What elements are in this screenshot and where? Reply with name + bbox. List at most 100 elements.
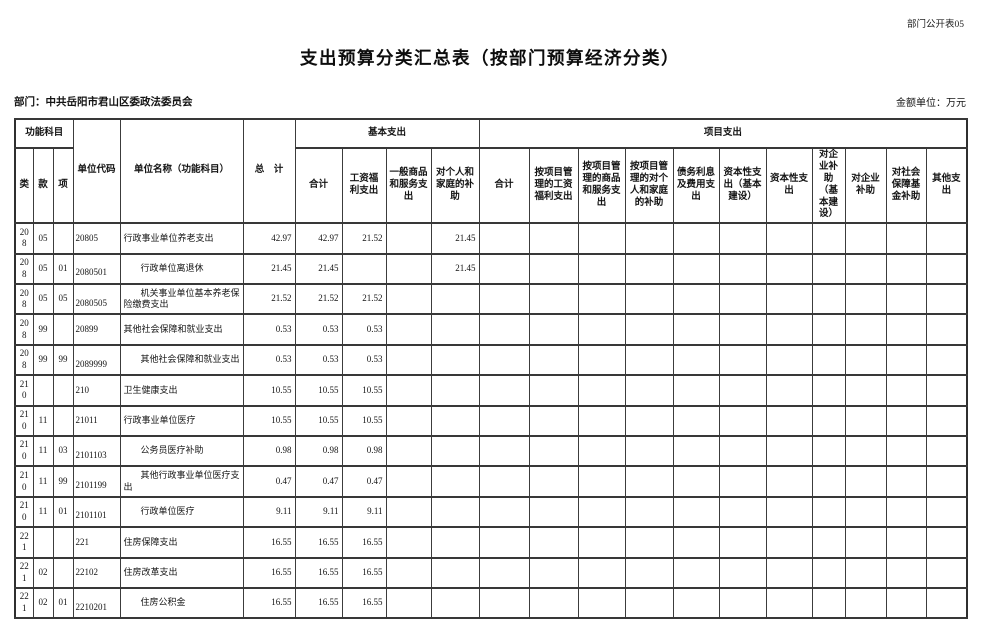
value-cell bbox=[577, 495, 626, 529]
value-cell bbox=[718, 222, 767, 255]
col-item-cell: 01 bbox=[52, 252, 74, 286]
value-cell bbox=[811, 586, 846, 620]
col-class-cell: 210 bbox=[14, 495, 34, 529]
subheader-project-6: 资本性支出 bbox=[765, 146, 813, 225]
value-cell: 21.45 bbox=[430, 252, 480, 286]
value-cell: 0.47 bbox=[341, 465, 387, 498]
subheader-project-1: 按项目管理的工资福利支出 bbox=[528, 146, 579, 225]
budget-table: 功能科目 单位代码 单位名称（功能科目） 总 计 基本支出 项目支出 类 款 项… bbox=[14, 117, 969, 620]
value-cell: 0.53 bbox=[294, 313, 343, 346]
doc-code-label: 部门公开表05 bbox=[906, 20, 964, 30]
value-cell bbox=[844, 404, 887, 437]
col-section-cell: 99 bbox=[32, 343, 54, 377]
value-cell bbox=[811, 495, 846, 529]
unit-name-cell: 行政单位医疗 bbox=[119, 495, 244, 529]
value-cell bbox=[528, 283, 579, 316]
value-cell bbox=[478, 465, 530, 498]
unit-code-cell: 22102 bbox=[72, 556, 121, 589]
value-cell bbox=[925, 252, 968, 286]
value-cell bbox=[528, 495, 579, 529]
col-class-cell: 208 bbox=[14, 222, 34, 255]
unit-name-cell: 住房改革支出 bbox=[119, 556, 244, 589]
subheader-basic-3: 对个人和家庭的补助 bbox=[430, 146, 480, 225]
value-cell bbox=[925, 526, 968, 559]
table-row: 208 05 20805 行政事业单位养老支出 42.97 42.97 21.52 21.45 bbox=[14, 222, 968, 255]
value-cell bbox=[577, 283, 626, 316]
value-cell bbox=[811, 404, 846, 437]
header-grand-total: 总 计 bbox=[242, 117, 296, 225]
subheader-project-7: 对企业补助（基本建设） bbox=[811, 146, 846, 225]
value-cell bbox=[672, 465, 720, 498]
unit-name-cell: 卫生健康支出 bbox=[119, 374, 244, 407]
table-row: 210 11 21011 行政事业单位医疗 10.55 10.55 10.55 bbox=[14, 404, 968, 437]
value-cell: 16.55 bbox=[294, 586, 343, 620]
value-cell bbox=[385, 526, 432, 559]
value-cell bbox=[811, 526, 846, 559]
value-cell bbox=[844, 283, 887, 316]
value-cell bbox=[528, 465, 579, 498]
value-cell bbox=[925, 434, 968, 468]
value-cell bbox=[385, 404, 432, 437]
value-cell bbox=[718, 586, 767, 620]
value-cell bbox=[765, 313, 813, 346]
col-class-cell: 208 bbox=[14, 313, 34, 346]
value-cell bbox=[528, 374, 579, 407]
col-section-cell: 11 bbox=[32, 404, 54, 437]
value-cell bbox=[385, 343, 432, 377]
col-item-cell bbox=[52, 313, 74, 346]
unit-name-cell: 机关事业单位基本养老保险缴费支出 bbox=[119, 283, 244, 316]
value-cell bbox=[672, 283, 720, 316]
value-cell bbox=[478, 586, 530, 620]
value-cell bbox=[577, 434, 626, 468]
value-cell bbox=[811, 556, 846, 589]
value-cell bbox=[577, 586, 626, 620]
col-section-cell: 11 bbox=[32, 495, 54, 529]
value-cell: 10.55 bbox=[242, 374, 296, 407]
table-row: 208 99 99 2089999 其他社会保障和就业支出 0.53 0.53 0.53 bbox=[14, 343, 968, 377]
value-cell: 16.55 bbox=[242, 556, 296, 589]
value-cell bbox=[672, 222, 720, 255]
department-label: 部门：中共岳阳市君山区委政法委员会 bbox=[14, 97, 193, 108]
value-cell bbox=[811, 465, 846, 498]
subheader-basic-1: 工资福利支出 bbox=[341, 146, 387, 225]
value-cell: 21.45 bbox=[242, 252, 296, 286]
value-cell: 10.55 bbox=[294, 404, 343, 437]
value-cell bbox=[844, 374, 887, 407]
value-cell bbox=[925, 283, 968, 316]
value-cell bbox=[925, 465, 968, 498]
value-cell: 21.45 bbox=[294, 252, 343, 286]
subheader-project-8: 对企业补助 bbox=[844, 146, 887, 225]
value-cell: 16.55 bbox=[341, 526, 387, 559]
col-item-cell: 99 bbox=[52, 465, 74, 498]
value-cell bbox=[811, 343, 846, 377]
value-cell bbox=[385, 586, 432, 620]
value-cell bbox=[765, 222, 813, 255]
value-cell bbox=[430, 343, 480, 377]
table-row: 210 11 01 2101101 行政单位医疗 9.11 9.11 9.11 bbox=[14, 495, 968, 529]
value-cell bbox=[672, 526, 720, 559]
value-cell bbox=[577, 343, 626, 377]
value-cell bbox=[624, 526, 674, 559]
table-row: 208 05 01 2080501 行政单位离退休 21.45 21.45 21.45 bbox=[14, 252, 968, 286]
value-cell bbox=[385, 313, 432, 346]
subheader-project-10: 其他支出 bbox=[925, 146, 968, 225]
col-class-cell: 221 bbox=[14, 586, 34, 620]
value-cell bbox=[528, 222, 579, 255]
value-cell bbox=[624, 252, 674, 286]
unit-name-cell: 其他社会保障和就业支出 bbox=[119, 343, 244, 377]
value-cell: 21.45 bbox=[430, 222, 480, 255]
col-class-cell: 208 bbox=[14, 283, 34, 316]
value-cell bbox=[672, 313, 720, 346]
value-cell: 0.53 bbox=[242, 313, 296, 346]
value-cell bbox=[765, 465, 813, 498]
value-cell bbox=[624, 495, 674, 529]
value-cell bbox=[885, 343, 927, 377]
value-cell bbox=[624, 465, 674, 498]
col-item-cell bbox=[52, 222, 74, 255]
value-cell: 16.55 bbox=[341, 556, 387, 589]
value-cell bbox=[885, 283, 927, 316]
value-cell: 10.55 bbox=[294, 374, 343, 407]
value-cell bbox=[811, 374, 846, 407]
value-cell bbox=[478, 283, 530, 316]
table-row: 221 02 22102 住房改革支出 16.55 16.55 16.55 bbox=[14, 556, 968, 589]
